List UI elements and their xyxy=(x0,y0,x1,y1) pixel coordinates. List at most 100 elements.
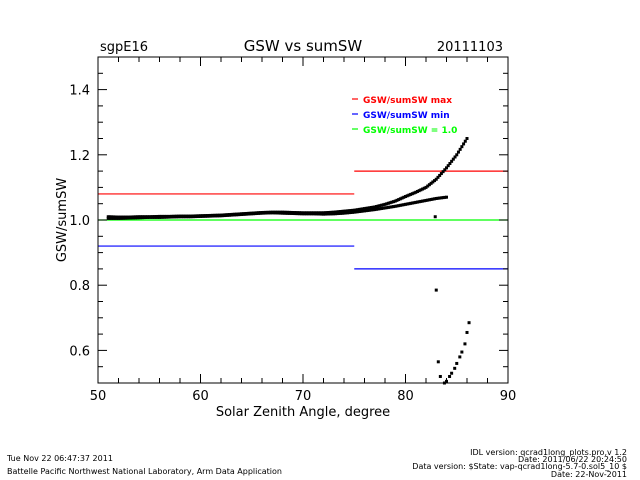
data-point-fill xyxy=(245,211,249,215)
data-point-fill xyxy=(296,211,300,215)
data-point xyxy=(240,212,243,216)
data-point-fill xyxy=(130,215,134,219)
data-point-fill xyxy=(169,214,173,218)
data-point-fill xyxy=(181,214,185,218)
data-point xyxy=(383,206,387,210)
data-point-fill xyxy=(111,215,115,219)
data-point xyxy=(450,371,454,375)
data-point xyxy=(188,214,192,218)
data-point-fill xyxy=(316,211,320,215)
data-point-fill xyxy=(298,211,302,215)
data-point-fill xyxy=(380,203,384,207)
data-point-fill xyxy=(356,210,360,214)
data-point-fill xyxy=(333,210,337,214)
data-point-fill xyxy=(398,197,402,201)
data-point-fill xyxy=(349,209,353,213)
data-point-fill xyxy=(450,159,454,163)
data-point-fill xyxy=(351,208,355,212)
data-point-fill xyxy=(380,206,384,210)
data-point-fill xyxy=(422,199,426,203)
data-point-fill xyxy=(368,206,372,210)
data-point-fill xyxy=(335,212,339,216)
data-point-fill xyxy=(226,213,230,217)
data-point-fill xyxy=(354,210,358,214)
data-point-fill xyxy=(361,207,365,211)
data-point-fill xyxy=(144,215,148,219)
data-point-fill xyxy=(108,216,112,220)
data-point-fill xyxy=(438,196,442,200)
data-point xyxy=(137,215,141,219)
data-point xyxy=(117,215,120,219)
data-point-fill xyxy=(197,214,201,218)
data-point xyxy=(458,355,462,359)
data-point xyxy=(455,361,459,365)
data-point-fill xyxy=(287,210,291,214)
data-point-fill xyxy=(122,215,126,219)
data-point-fill xyxy=(238,212,242,216)
data-point-fill xyxy=(344,209,348,213)
data-point-fill xyxy=(243,212,247,216)
data-point-fill xyxy=(110,216,114,220)
data-point-fill xyxy=(392,200,396,204)
data-point-fill xyxy=(221,213,225,217)
data-point-fill xyxy=(400,196,404,200)
data-point-fill xyxy=(269,210,273,214)
data-point-fill xyxy=(443,168,447,172)
data-point-fill xyxy=(340,211,344,215)
data-point-fill xyxy=(356,208,360,212)
data-point-fill xyxy=(436,196,440,200)
data-point xyxy=(178,214,182,218)
data-point-fill xyxy=(385,206,389,210)
data-point-fill xyxy=(339,211,343,215)
data-point-fill xyxy=(417,189,421,193)
data-point xyxy=(342,211,346,215)
data-point xyxy=(424,185,428,189)
data-point-fill xyxy=(458,147,462,151)
data-point-fill xyxy=(410,201,414,205)
data-point xyxy=(106,215,110,219)
data-point-fill xyxy=(410,192,414,196)
data-point xyxy=(434,196,438,200)
footer-idl-version: IDL version: qcrad1long_plots.pro,v 1.2 xyxy=(470,448,627,457)
data-point-fill xyxy=(397,198,401,202)
data-point-fill xyxy=(274,210,278,214)
data-point-fill xyxy=(426,184,430,188)
data-point-fill xyxy=(439,172,443,176)
data-point-fill xyxy=(386,205,390,209)
data-point-fill xyxy=(251,211,255,215)
data-point xyxy=(465,137,469,140)
data-point-fill xyxy=(366,206,370,210)
data-point-fill xyxy=(378,204,382,208)
data-point-fill xyxy=(246,211,250,215)
data-point-fill xyxy=(374,205,378,209)
data-point-fill xyxy=(364,206,368,210)
data-point-fill xyxy=(257,211,261,215)
data-point-fill xyxy=(325,211,329,215)
data-point-fill xyxy=(433,197,437,201)
data-point-fill xyxy=(267,210,271,214)
data-point xyxy=(434,288,438,292)
data-point-fill xyxy=(195,214,199,218)
data-point-fill xyxy=(453,155,457,159)
data-point-fill xyxy=(388,205,392,209)
data-point-fill xyxy=(347,211,351,215)
data-point-fill xyxy=(161,214,165,218)
data-point-fill xyxy=(443,195,447,199)
chart-title: GSW vs sumSW xyxy=(244,37,363,55)
data-point-fill xyxy=(371,208,375,212)
data-point xyxy=(414,200,418,204)
data-point-fill xyxy=(402,195,406,199)
data-point-fill xyxy=(339,210,343,214)
x-tick-label: 80 xyxy=(397,389,414,404)
data-point xyxy=(463,342,467,346)
data-point-fill xyxy=(315,211,319,215)
data-point-fill xyxy=(337,210,341,214)
data-point-fill xyxy=(426,198,430,202)
data-point xyxy=(438,374,442,378)
data-point-fill xyxy=(369,208,373,212)
data-point-fill xyxy=(214,213,218,217)
footer-data-date: Date: 22-Nov-2011 xyxy=(551,470,627,479)
data-point-fill xyxy=(187,214,191,218)
y-tick-label: 1.4 xyxy=(69,84,90,99)
data-point-fill xyxy=(364,209,368,213)
